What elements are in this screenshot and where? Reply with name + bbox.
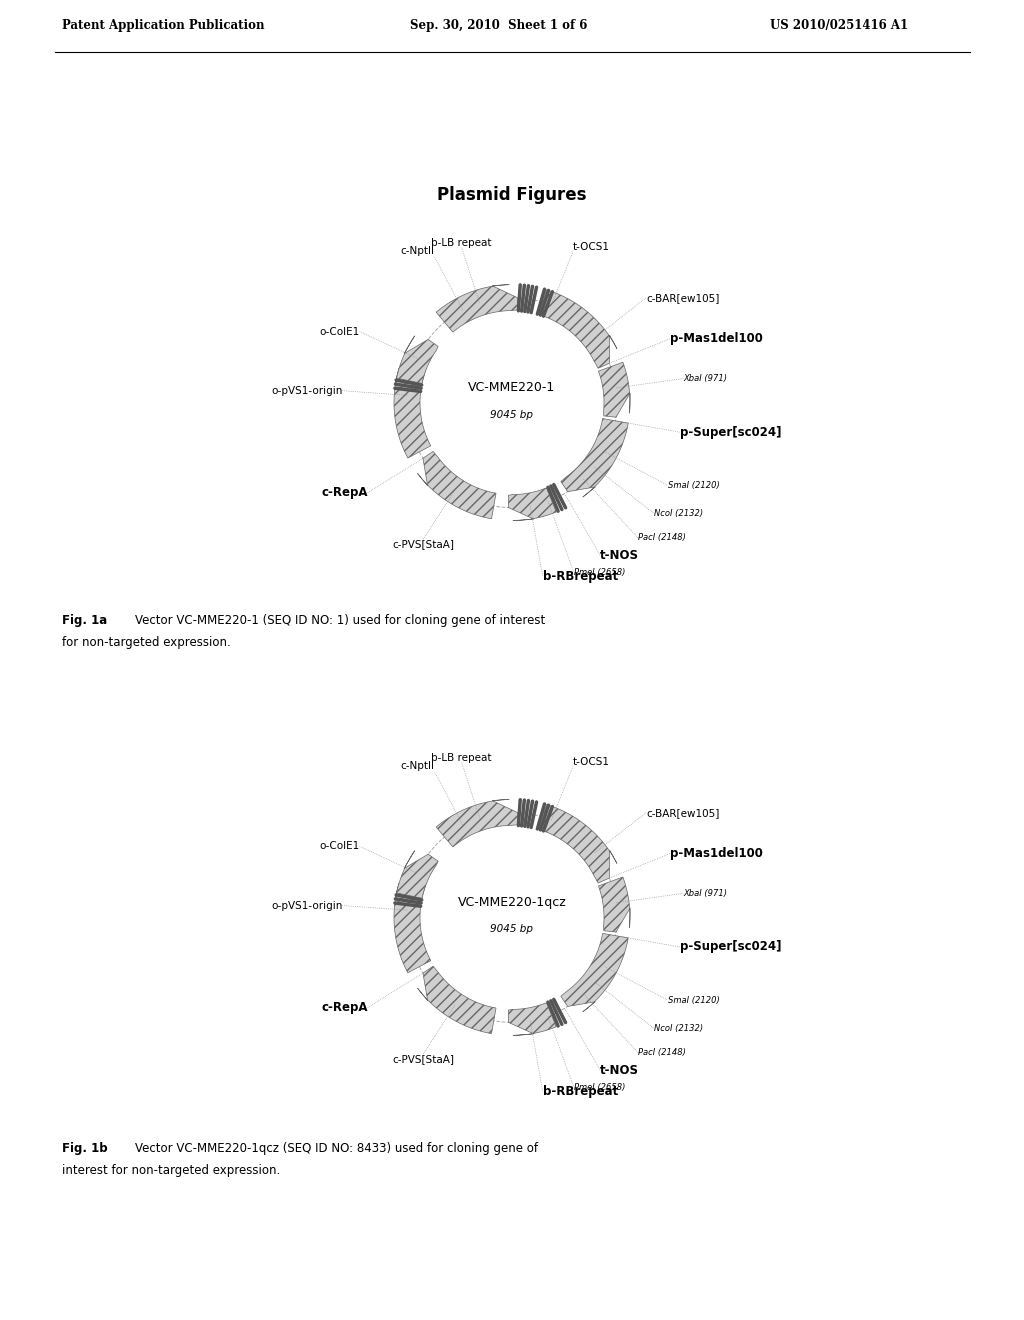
Text: 9045 bp: 9045 bp (490, 409, 534, 420)
Polygon shape (394, 363, 431, 458)
Text: p-Mas1del100: p-Mas1del100 (670, 847, 763, 861)
Polygon shape (539, 290, 617, 368)
Text: o-pVS1-origin: o-pVS1-origin (271, 900, 342, 911)
Text: b-RBrepeat: b-RBrepeat (543, 1085, 617, 1098)
Text: b-RBrepeat: b-RBrepeat (543, 570, 617, 583)
Text: PmeI (2658): PmeI (2658) (573, 1082, 625, 1092)
Text: US 2010/0251416 A1: US 2010/0251416 A1 (770, 20, 908, 33)
Polygon shape (418, 451, 496, 519)
Text: c-NptII: c-NptII (400, 760, 434, 771)
Text: 9045 bp: 9045 bp (490, 924, 534, 935)
Polygon shape (436, 800, 517, 847)
Polygon shape (598, 362, 630, 417)
Text: t-NOS: t-NOS (600, 1064, 639, 1077)
Text: o-pVS1-origin: o-pVS1-origin (271, 385, 342, 396)
Text: c-PVS[StaA]: c-PVS[StaA] (392, 539, 455, 549)
Text: Plasmid Figures: Plasmid Figures (437, 186, 587, 205)
Text: Fig. 1b: Fig. 1b (62, 1142, 108, 1155)
Text: NcoI (2132): NcoI (2132) (654, 1024, 703, 1034)
Text: VC-MME220-1: VC-MME220-1 (468, 381, 556, 395)
Polygon shape (508, 1003, 556, 1035)
Text: PacI (2148): PacI (2148) (638, 1048, 686, 1057)
Polygon shape (418, 966, 496, 1034)
Text: o-ColE1: o-ColE1 (319, 841, 359, 851)
Text: PmeI (2658): PmeI (2658) (573, 568, 625, 577)
Text: t-NOS: t-NOS (600, 549, 639, 562)
Text: SmaI (2120): SmaI (2120) (668, 995, 720, 1005)
Text: c-NptII: c-NptII (400, 246, 434, 256)
Polygon shape (598, 876, 630, 932)
Text: Fig. 1a: Fig. 1a (62, 614, 108, 627)
Text: interest for non-targeted expression.: interest for non-targeted expression. (62, 1164, 281, 1177)
Text: XbaI (971): XbaI (971) (684, 888, 728, 898)
Polygon shape (396, 850, 438, 899)
Text: b-LB repeat: b-LB repeat (431, 238, 492, 248)
Text: p-Super[sc024]: p-Super[sc024] (680, 940, 781, 953)
Text: XbaI (971): XbaI (971) (684, 374, 728, 383)
Polygon shape (396, 335, 438, 384)
Text: for non-targeted expression.: for non-targeted expression. (62, 636, 230, 649)
Text: t-OCS1: t-OCS1 (573, 242, 610, 252)
Text: b-LB repeat: b-LB repeat (431, 752, 492, 763)
Polygon shape (394, 878, 431, 973)
Text: NcoI (2132): NcoI (2132) (654, 510, 703, 519)
Text: p-Mas1del100: p-Mas1del100 (670, 333, 763, 346)
Text: c-BAR[ew105]: c-BAR[ew105] (646, 293, 720, 302)
Text: o-ColE1: o-ColE1 (319, 326, 359, 337)
Polygon shape (508, 488, 556, 520)
Text: Sep. 30, 2010  Sheet 1 of 6: Sep. 30, 2010 Sheet 1 of 6 (410, 20, 588, 33)
Text: VC-MME220-1qcz: VC-MME220-1qcz (458, 896, 566, 909)
Text: p-Super[sc024]: p-Super[sc024] (680, 425, 781, 438)
Text: c-RepA: c-RepA (322, 1001, 368, 1014)
Polygon shape (539, 805, 617, 883)
Text: t-OCS1: t-OCS1 (573, 756, 610, 767)
Text: PacI (2148): PacI (2148) (638, 533, 686, 543)
Text: Vector VC-MME220-1qcz (SEQ ID NO: 8433) used for cloning gene of: Vector VC-MME220-1qcz (SEQ ID NO: 8433) … (135, 1142, 538, 1155)
Text: Vector VC-MME220-1 (SEQ ID NO: 1) used for cloning gene of interest: Vector VC-MME220-1 (SEQ ID NO: 1) used f… (135, 614, 545, 627)
Polygon shape (561, 418, 628, 498)
Text: c-RepA: c-RepA (322, 486, 368, 499)
Text: SmaI (2120): SmaI (2120) (668, 480, 720, 490)
Text: Patent Application Publication: Patent Application Publication (62, 20, 264, 33)
Polygon shape (436, 285, 517, 333)
Text: c-BAR[ew105]: c-BAR[ew105] (646, 808, 720, 817)
Text: c-PVS[StaA]: c-PVS[StaA] (392, 1053, 455, 1064)
Polygon shape (561, 933, 628, 1012)
